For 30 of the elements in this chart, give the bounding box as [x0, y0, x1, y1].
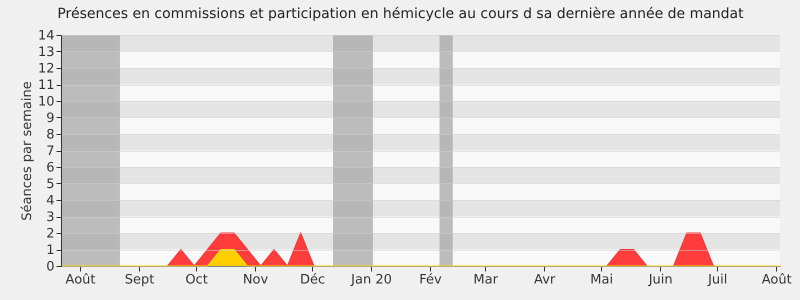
x-tick-label: Mai [590, 272, 614, 288]
y-tick-label: 0 [46, 260, 54, 274]
y-tick-label: 10 [38, 94, 54, 110]
y-tick-label: 8 [46, 128, 54, 142]
x-tick-label: Jan 20 [350, 272, 392, 288]
y-axis-title: Séances par semaine [20, 81, 35, 221]
x-tick-label: Avr [534, 272, 556, 288]
x-tick-label: Nov [242, 272, 269, 288]
chart-title: Présences en commissions et participation en hémicycle au cours d sa dernière année de mandat [57, 6, 744, 22]
y-tick-label: 13 [38, 45, 54, 60]
y-tick-label: 4 [46, 194, 54, 208]
x-tick-label: Mar [473, 272, 499, 288]
y-tick-label: 5 [46, 177, 54, 192]
y-tick-label: 1 [46, 243, 54, 258]
y-tick-label: 12 [38, 62, 54, 76]
y-tick-label: 11 [38, 78, 54, 93]
x-tick-label: Sept [124, 272, 154, 288]
x-tick-label: Oct [185, 272, 208, 288]
x-tick-label: Août [66, 272, 96, 288]
x-tick-label: Août [762, 272, 792, 288]
y-tick-label: 9 [46, 111, 54, 126]
y-tick-label: 2 [46, 226, 54, 242]
x-tick-label: Déc [300, 272, 326, 288]
y-tick-label: 3 [46, 210, 54, 225]
x-tick-label: Fév [419, 272, 442, 288]
y-tick-label: 7 [46, 144, 54, 159]
x-tick-label: Juin [648, 272, 673, 288]
y-tick-label: 14 [38, 28, 54, 44]
y-tick-label: 6 [46, 160, 54, 176]
x-tick-label: Juil [707, 272, 728, 288]
